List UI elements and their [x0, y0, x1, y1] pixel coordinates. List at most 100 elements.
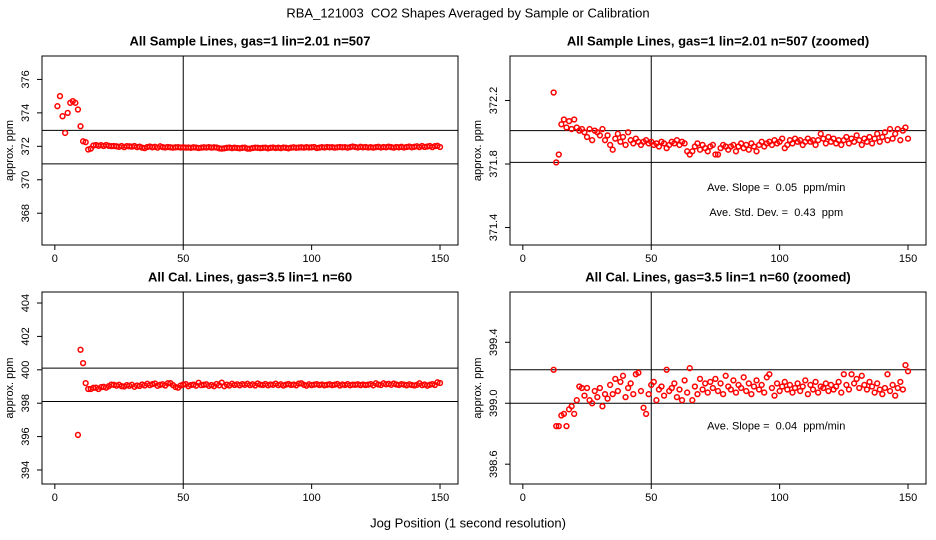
data-point	[889, 135, 896, 142]
data-point	[637, 387, 645, 395]
data-point	[807, 381, 814, 389]
y-tick-label: 400	[20, 361, 32, 379]
y-axis-label: approx. ppm	[4, 120, 16, 181]
data-point	[874, 380, 881, 387]
data-point	[565, 117, 573, 125]
x-tick-label: 0	[520, 253, 526, 265]
data-point	[745, 380, 752, 387]
data-point	[737, 140, 745, 147]
data-point	[581, 392, 588, 399]
data-point	[814, 137, 822, 144]
data-point	[773, 380, 781, 387]
data-point	[861, 381, 868, 389]
data-point	[702, 380, 709, 387]
y-tick-label: 371.8	[488, 150, 500, 178]
data-point	[630, 140, 637, 147]
data-point	[884, 371, 891, 378]
plot-frame	[41, 55, 459, 246]
y-tick-label: 368	[20, 204, 32, 222]
y-tick-label: 399.0	[488, 389, 500, 417]
data-point	[650, 378, 657, 386]
data-point	[550, 366, 557, 373]
data-point	[779, 383, 786, 390]
data-point	[589, 137, 596, 144]
data-point	[843, 133, 850, 141]
data-point	[750, 383, 758, 390]
data-point	[583, 384, 591, 392]
data-point	[609, 390, 616, 398]
panel-title: All Cal. Lines, gas=3.5 lin=1 n=60 (zoom…	[585, 269, 851, 284]
data-point	[658, 383, 665, 390]
data-point	[671, 380, 678, 387]
y-tick-label: 396	[20, 427, 32, 445]
data-point	[835, 378, 842, 386]
data-point	[77, 346, 84, 353]
data-point	[876, 138, 883, 145]
data-point	[845, 140, 853, 147]
data-point	[691, 383, 699, 390]
data-point	[640, 404, 647, 411]
data-point	[64, 109, 71, 117]
data-point	[696, 375, 704, 383]
data-point	[689, 397, 696, 404]
annotation: Ave. Slope = 0.04 ppm/min	[707, 420, 845, 432]
data-point	[704, 389, 711, 396]
annotation: Ave. Slope = 0.05 ppm/min	[707, 182, 845, 194]
data-point	[563, 124, 570, 131]
data-point	[858, 372, 865, 379]
data-point	[673, 137, 681, 144]
data-point	[732, 148, 740, 155]
data-point	[866, 133, 873, 141]
data-point	[797, 137, 804, 144]
data-point	[894, 384, 901, 392]
data-point	[835, 137, 842, 144]
data-point	[560, 116, 568, 123]
data-point	[758, 381, 765, 389]
data-point	[568, 403, 575, 410]
data-point	[601, 390, 609, 398]
y-tick-label: 394	[20, 461, 32, 479]
data-point	[568, 125, 575, 133]
data-point	[730, 141, 737, 149]
data-point	[784, 386, 791, 393]
y-tick-label: 399.4	[488, 329, 500, 357]
data-point	[712, 151, 719, 158]
data-point	[694, 140, 701, 147]
data-point	[558, 121, 565, 128]
data-point	[743, 141, 750, 149]
data-point	[897, 137, 904, 144]
data-point	[627, 380, 634, 387]
data-point	[825, 387, 832, 395]
data-point	[892, 130, 899, 137]
x-tick-label: 50	[645, 253, 657, 265]
data-point	[868, 140, 876, 147]
plot-frame	[509, 55, 927, 246]
data-point	[619, 372, 627, 379]
data-point	[758, 138, 765, 145]
data-point	[863, 138, 871, 145]
data-point	[609, 146, 616, 153]
data-point	[797, 387, 804, 395]
data-point	[799, 383, 806, 390]
data-point	[755, 386, 763, 393]
data-point	[863, 386, 871, 393]
data-point	[676, 386, 683, 393]
data-point	[784, 141, 791, 149]
x-tick-label: 150	[431, 253, 449, 265]
data-point	[622, 393, 629, 401]
y-tick-label: 376	[20, 70, 32, 88]
data-point	[817, 130, 824, 137]
data-point	[619, 133, 627, 141]
data-point	[897, 378, 904, 386]
data-point	[164, 380, 171, 387]
data-point	[436, 379, 444, 387]
data-point	[768, 141, 776, 149]
data-point	[722, 372, 729, 379]
data-point	[771, 392, 778, 399]
data-point	[871, 389, 878, 396]
x-tick-label: 50	[645, 492, 657, 504]
data-point	[550, 89, 557, 96]
data-point	[596, 384, 604, 392]
data-point	[789, 140, 796, 147]
data-point	[848, 371, 855, 378]
